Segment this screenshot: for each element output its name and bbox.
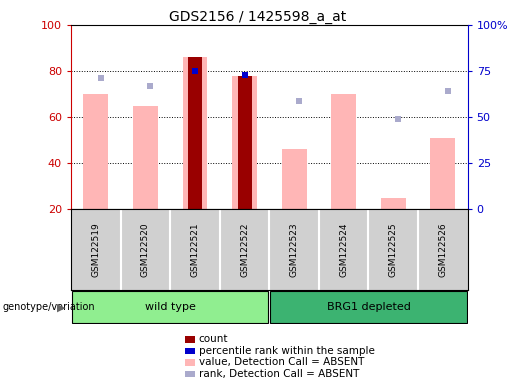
Point — [241, 72, 249, 78]
FancyBboxPatch shape — [270, 291, 467, 323]
Text: GSM122522: GSM122522 — [240, 222, 249, 277]
Bar — [83, 94, 108, 209]
Text: count: count — [199, 334, 228, 344]
Point — [295, 98, 303, 104]
Text: GSM122526: GSM122526 — [438, 222, 448, 277]
Text: wild type: wild type — [145, 302, 196, 312]
Text: rank, Detection Call = ABSENT: rank, Detection Call = ABSENT — [199, 369, 359, 379]
Point — [444, 88, 452, 94]
Text: GSM122523: GSM122523 — [289, 222, 299, 277]
Bar — [237, 76, 251, 209]
Bar — [133, 106, 158, 209]
Bar — [381, 198, 406, 209]
Text: GSM122524: GSM122524 — [339, 222, 348, 277]
Point — [97, 75, 105, 81]
Point — [146, 83, 154, 89]
Text: ▶: ▶ — [57, 302, 66, 312]
Text: GDS2156 / 1425598_a_at: GDS2156 / 1425598_a_at — [169, 10, 346, 23]
Point — [394, 116, 402, 122]
Bar — [431, 138, 455, 209]
Text: BRG1 depleted: BRG1 depleted — [327, 302, 410, 312]
Text: percentile rank within the sample: percentile rank within the sample — [199, 346, 375, 356]
Text: value, Detection Call = ABSENT: value, Detection Call = ABSENT — [199, 358, 364, 367]
Bar — [183, 57, 208, 209]
Text: GSM122521: GSM122521 — [191, 222, 199, 277]
FancyBboxPatch shape — [72, 291, 268, 323]
Bar — [282, 149, 306, 209]
Bar — [188, 57, 202, 209]
Bar — [232, 76, 257, 209]
Point — [191, 68, 199, 74]
Text: GSM122520: GSM122520 — [141, 222, 150, 277]
Text: genotype/variation: genotype/variation — [3, 302, 95, 312]
Text: GSM122519: GSM122519 — [91, 222, 100, 277]
Bar — [331, 94, 356, 209]
Text: GSM122525: GSM122525 — [389, 222, 398, 277]
